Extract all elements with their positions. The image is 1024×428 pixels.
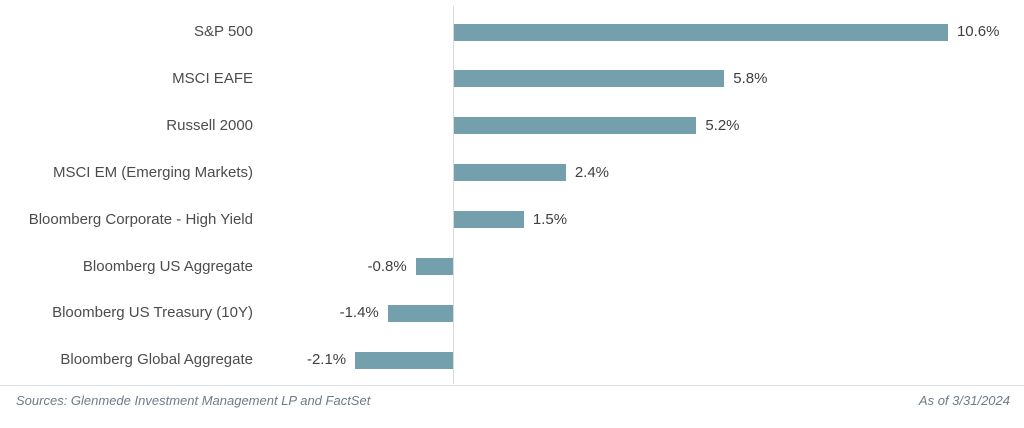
bar	[387, 304, 453, 322]
bar	[454, 23, 948, 41]
value-label: -0.8%	[367, 257, 407, 275]
bar	[454, 70, 725, 88]
category-label: MSCI EM (Emerging Markets)	[52, 163, 253, 181]
bar	[454, 164, 566, 182]
sources-note: Sources: Glenmede Investment Management …	[16, 393, 371, 408]
bar	[454, 211, 524, 229]
chart-footer: Sources: Glenmede Investment Management …	[0, 393, 1024, 423]
footer-divider	[0, 385, 1024, 386]
bar	[355, 351, 453, 369]
category-label: Bloomberg Corporate - High Yield	[28, 210, 253, 228]
value-label: 10.6%	[956, 23, 1000, 40]
category-label: S&P 500	[194, 23, 253, 40]
category-label: MSCI EAFE	[172, 69, 253, 87]
value-label: -2.1%	[306, 351, 347, 369]
bar	[415, 258, 453, 275]
category-label: Bloomberg US Treasury (10Y)	[52, 304, 253, 322]
as-of-date: As of 3/31/2024	[918, 393, 1010, 408]
category-label: Bloomberg US Aggregate	[82, 257, 253, 275]
value-label: 5.8%	[733, 69, 768, 87]
value-label: -1.4%	[339, 304, 379, 322]
value-label: 1.5%	[532, 210, 568, 228]
bar	[454, 117, 697, 135]
zero-axis-line	[453, 6, 454, 384]
category-label: Russell 2000	[166, 116, 253, 134]
category-label: Bloomberg Global Aggregate	[60, 351, 253, 369]
value-label: 5.2%	[705, 116, 740, 134]
bar-chart: S&P 500 10.6% MSCI EAFE 5.8% Russell 2000 5.2…	[28, 6, 1000, 384]
value-label: 2.4%	[574, 163, 610, 181]
